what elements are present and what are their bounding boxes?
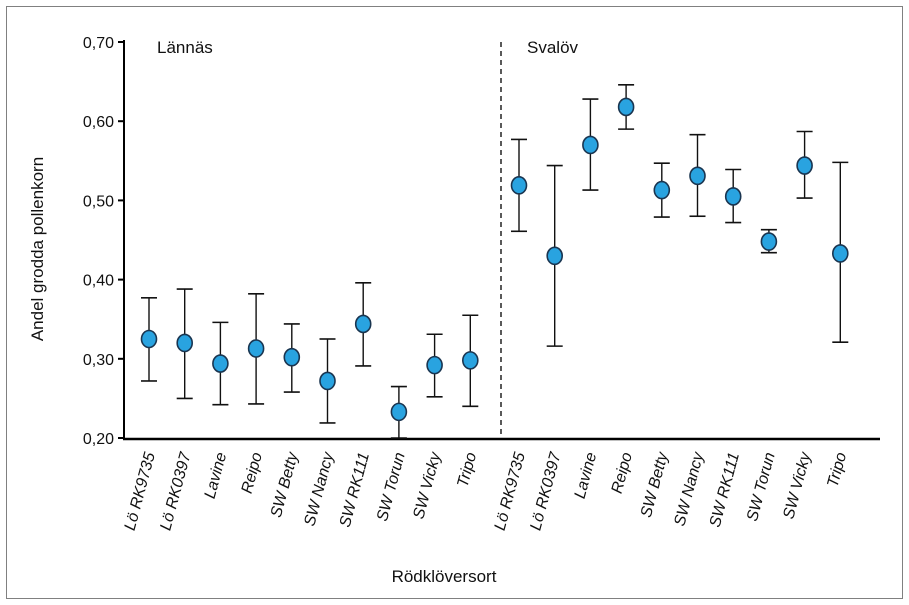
x-category-label: Tripo (455, 451, 481, 490)
x-axis-title: Rödklöversort (392, 567, 497, 586)
y-tick-label: 0,60 (83, 114, 114, 131)
x-category-label: Reipo (239, 451, 266, 496)
y-tick-label: 0,30 (83, 352, 114, 369)
x-category-label: Reipo (609, 451, 636, 496)
x-category-label: SW Betty (268, 450, 302, 520)
x-category-label: SW Torun (744, 451, 779, 524)
y-tick-label: 0,20 (83, 431, 114, 448)
chart-frame: 0,70 0,60 0,50 0,40 0,30 0,20 Lännäs Lö RK9735 L… (6, 6, 903, 599)
x-category-label: SW Nancy (671, 450, 707, 528)
x-category-label: Lö RK9735 (492, 451, 529, 533)
x-category-label: SW Nancy (301, 450, 337, 528)
x-category-label: SW Vicky (780, 450, 814, 521)
data-point (390, 402, 408, 422)
data-point (760, 232, 778, 251)
x-category-label: Lö RK0397 (157, 450, 194, 533)
x-category-label: SW RK111 (707, 451, 743, 530)
y-tick-label: 0,50 (83, 193, 114, 210)
data-point (247, 339, 265, 358)
data-point (461, 351, 479, 370)
data-point (426, 355, 443, 375)
data-point (510, 176, 528, 195)
y-tick-label: 0,40 (83, 273, 114, 290)
data-point (796, 156, 813, 175)
x-category-label: SW RK111 (337, 451, 373, 530)
y-tick-label: 0,70 (83, 35, 114, 52)
data-point (653, 180, 671, 200)
data-point (617, 97, 635, 117)
data-point (176, 333, 193, 353)
x-category-label: Lavine (202, 451, 231, 501)
data-point (582, 135, 599, 155)
data-point (546, 246, 564, 266)
x-category-label: Lö RK9735 (122, 451, 159, 533)
x-category-label: SW Torun (374, 451, 409, 524)
data-point (689, 166, 706, 186)
data-point (283, 347, 301, 367)
data-point (724, 187, 742, 206)
x-category-label: Lö RK0397 (527, 450, 564, 533)
data-point (212, 354, 229, 373)
data-point (354, 314, 372, 334)
data-point (831, 244, 849, 263)
x-category-label: SW Betty (638, 450, 672, 520)
group-label: Lännäs (157, 38, 213, 57)
x-category-label: Tripo (825, 451, 851, 490)
x-category-label: SW Vicky (410, 450, 444, 521)
group-label: Svalöv (527, 38, 579, 57)
data-point (140, 329, 158, 349)
x-category-label: Lavine (572, 451, 601, 501)
data-point (319, 371, 336, 391)
y-axis-title: Andel grodda pollenkorn (28, 157, 47, 341)
